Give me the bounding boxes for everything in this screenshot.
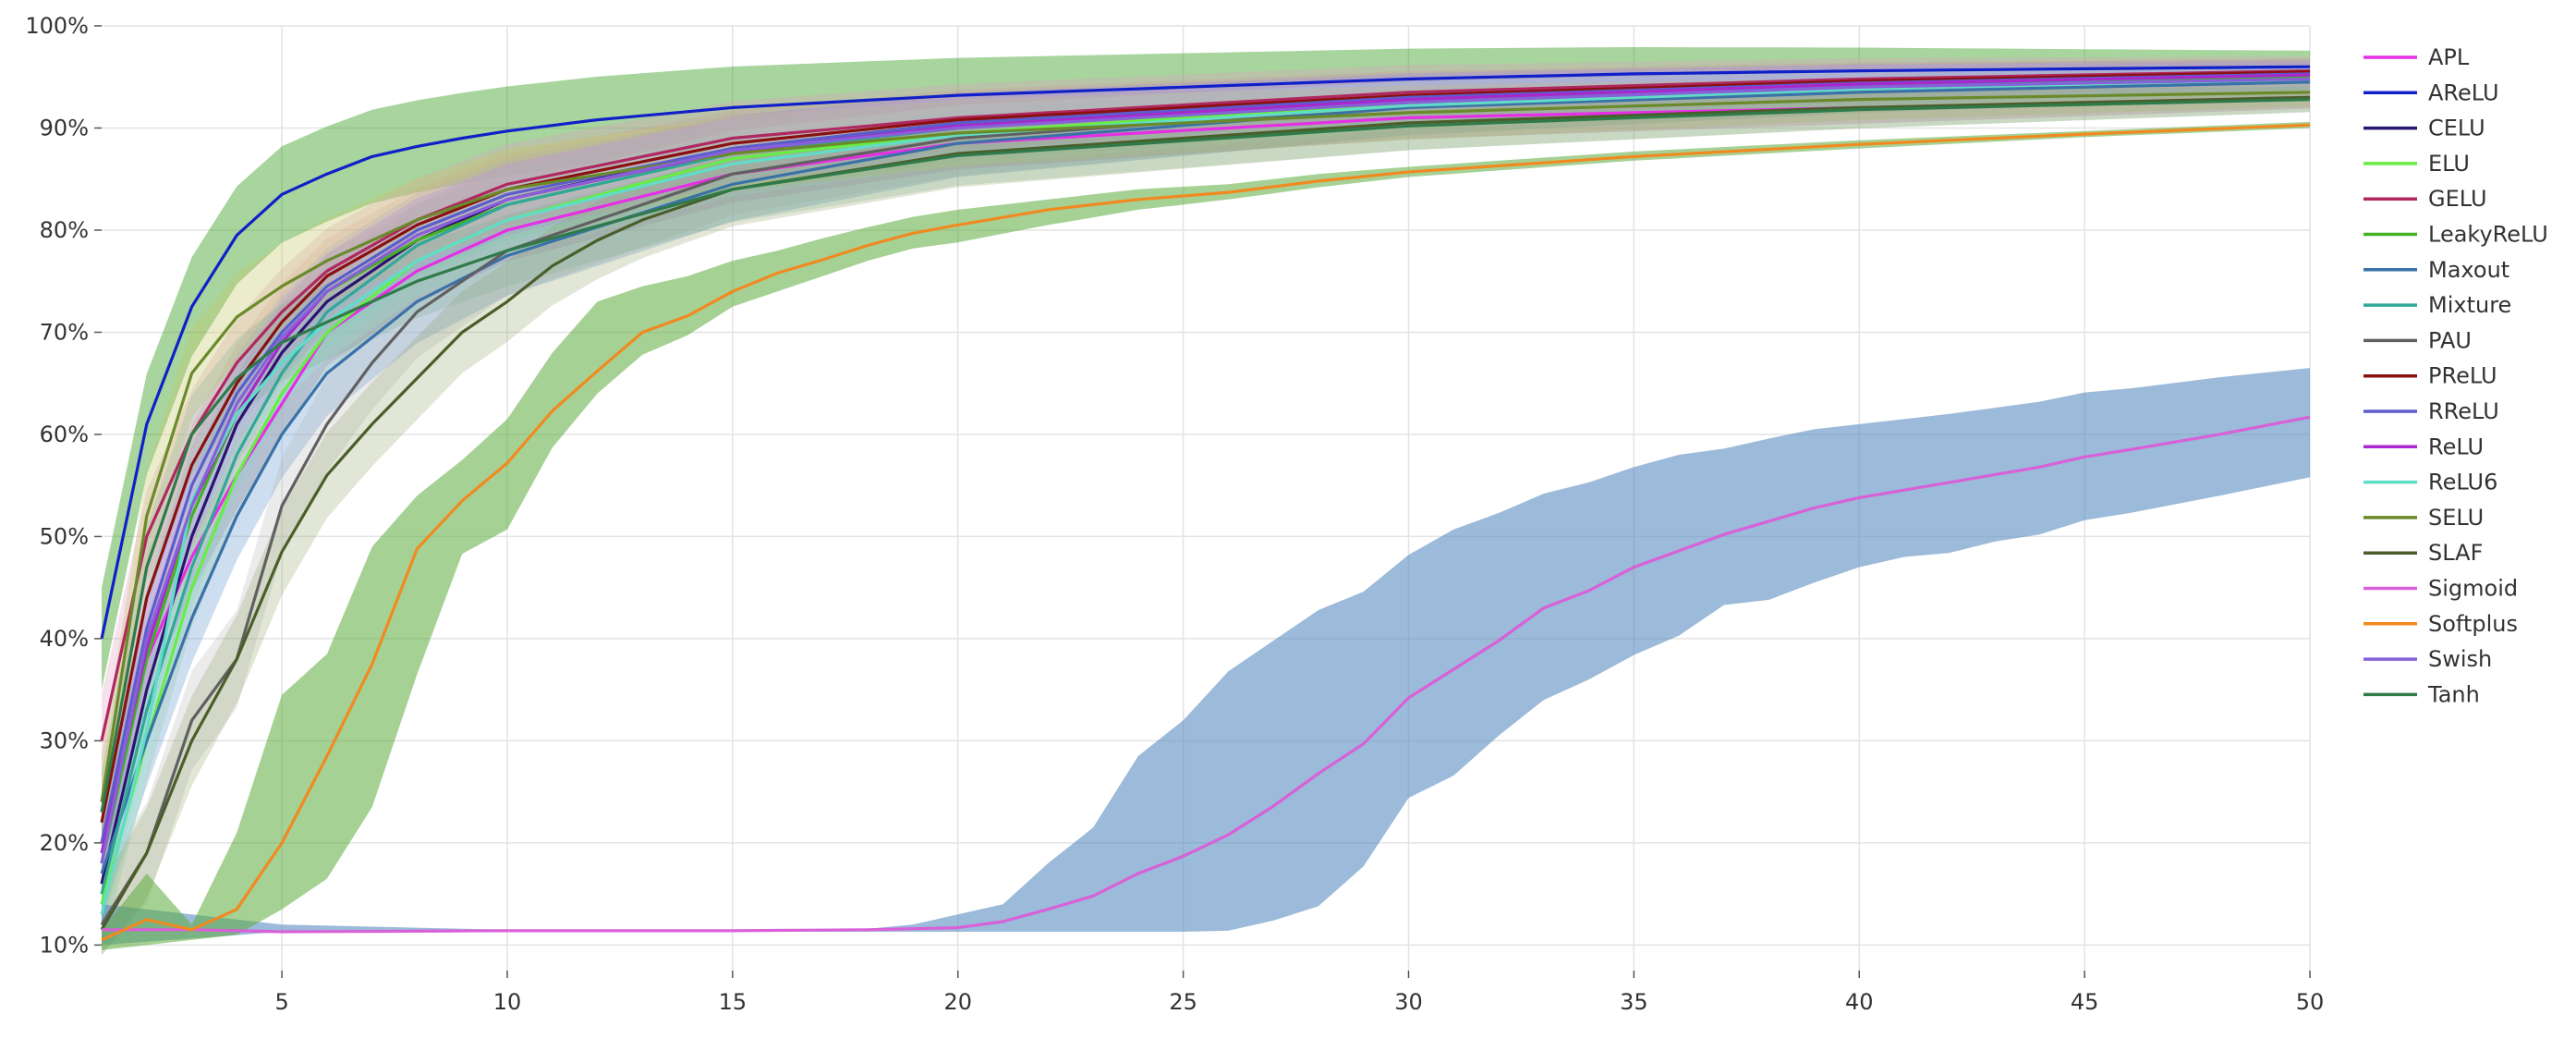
series-line-relu6 (100, 77, 2311, 915)
y-tick-label: 10% (40, 932, 89, 958)
series-line-tanh (100, 98, 2311, 813)
legend-label-sigmoid: Sigmoid (2428, 576, 2518, 602)
legend-label-selu: SELU (2428, 505, 2484, 531)
legend-label-arelu: AReLU (2428, 79, 2499, 105)
y-tick-label: 30% (40, 727, 89, 753)
legend-label-gelu: GELU (2428, 186, 2487, 212)
legend-label-tanh: Tanh (2427, 681, 2480, 707)
legend-label-celu: CELU (2428, 116, 2485, 141)
series-line-swish (100, 77, 2311, 864)
y-tick-label: 100% (25, 13, 89, 39)
y-tick-label: 70% (40, 319, 89, 345)
legend-label-relu6: ReLU6 (2428, 470, 2497, 495)
series-line-softplus (101, 123, 2311, 942)
y-tick-label: 50% (40, 523, 89, 549)
x-tick-label: 45 (2071, 989, 2099, 1015)
y-tick-label: 80% (40, 217, 89, 243)
legend-label-leakyrelu: LeakyReLU (2428, 222, 2548, 248)
x-tick-label: 15 (719, 989, 747, 1015)
legend-label-prelu: PReLU (2428, 363, 2497, 389)
x-tick-label: 20 (943, 989, 972, 1015)
series-line-sigmoid (102, 415, 2311, 934)
x-tick-label: 5 (274, 989, 288, 1015)
axes: 5 10 15 20 25 30 35 40 45 50 10% 20% 30% 40% 50% 60% 70%… (25, 13, 2324, 1015)
series-line-selu (100, 91, 2311, 802)
legend-label-elu: ELU (2428, 151, 2470, 177)
y-tick-label: 60% (40, 422, 89, 447)
y-tick-label: 40% (40, 626, 89, 652)
x-tick-label: 35 (1620, 989, 1648, 1015)
legend-label-relu: ReLU (2428, 434, 2484, 459)
x-tick-label: 25 (1169, 989, 1197, 1015)
y-tick-label: 20% (40, 830, 89, 856)
x-tick-label: 50 (2296, 989, 2325, 1015)
band-sigmoid (102, 368, 2310, 946)
x-tick-label: 30 (1394, 989, 1423, 1015)
x-tick-label: 10 (493, 989, 522, 1015)
confidence-bands (102, 47, 2310, 956)
series-lines (100, 65, 2311, 942)
series-line-slaf (100, 95, 2311, 931)
x-tick-label: 40 (1845, 989, 1874, 1015)
series-line-arelu (100, 65, 2311, 640)
legend-label-swish: Swish (2428, 646, 2492, 672)
legend: APL AReLU CELU ELU GELU LeakyReLU Maxout Mixtur… (2363, 44, 2548, 707)
legend-label-pau: PAU (2428, 327, 2472, 353)
legend-label-softplus: Softplus (2428, 611, 2518, 637)
y-tick-label: 90% (40, 115, 89, 141)
legend-label-slaf: SLAF (2428, 540, 2483, 566)
legend-label-mixture: Mixture (2428, 292, 2511, 318)
legend-label-apl: APL (2428, 44, 2470, 70)
legend-label-rrelu: RReLU (2428, 398, 2499, 424)
series-line-gelu (100, 69, 2311, 741)
series-line-prelu (100, 70, 2311, 824)
legend-label-maxout: Maxout (2428, 257, 2509, 283)
